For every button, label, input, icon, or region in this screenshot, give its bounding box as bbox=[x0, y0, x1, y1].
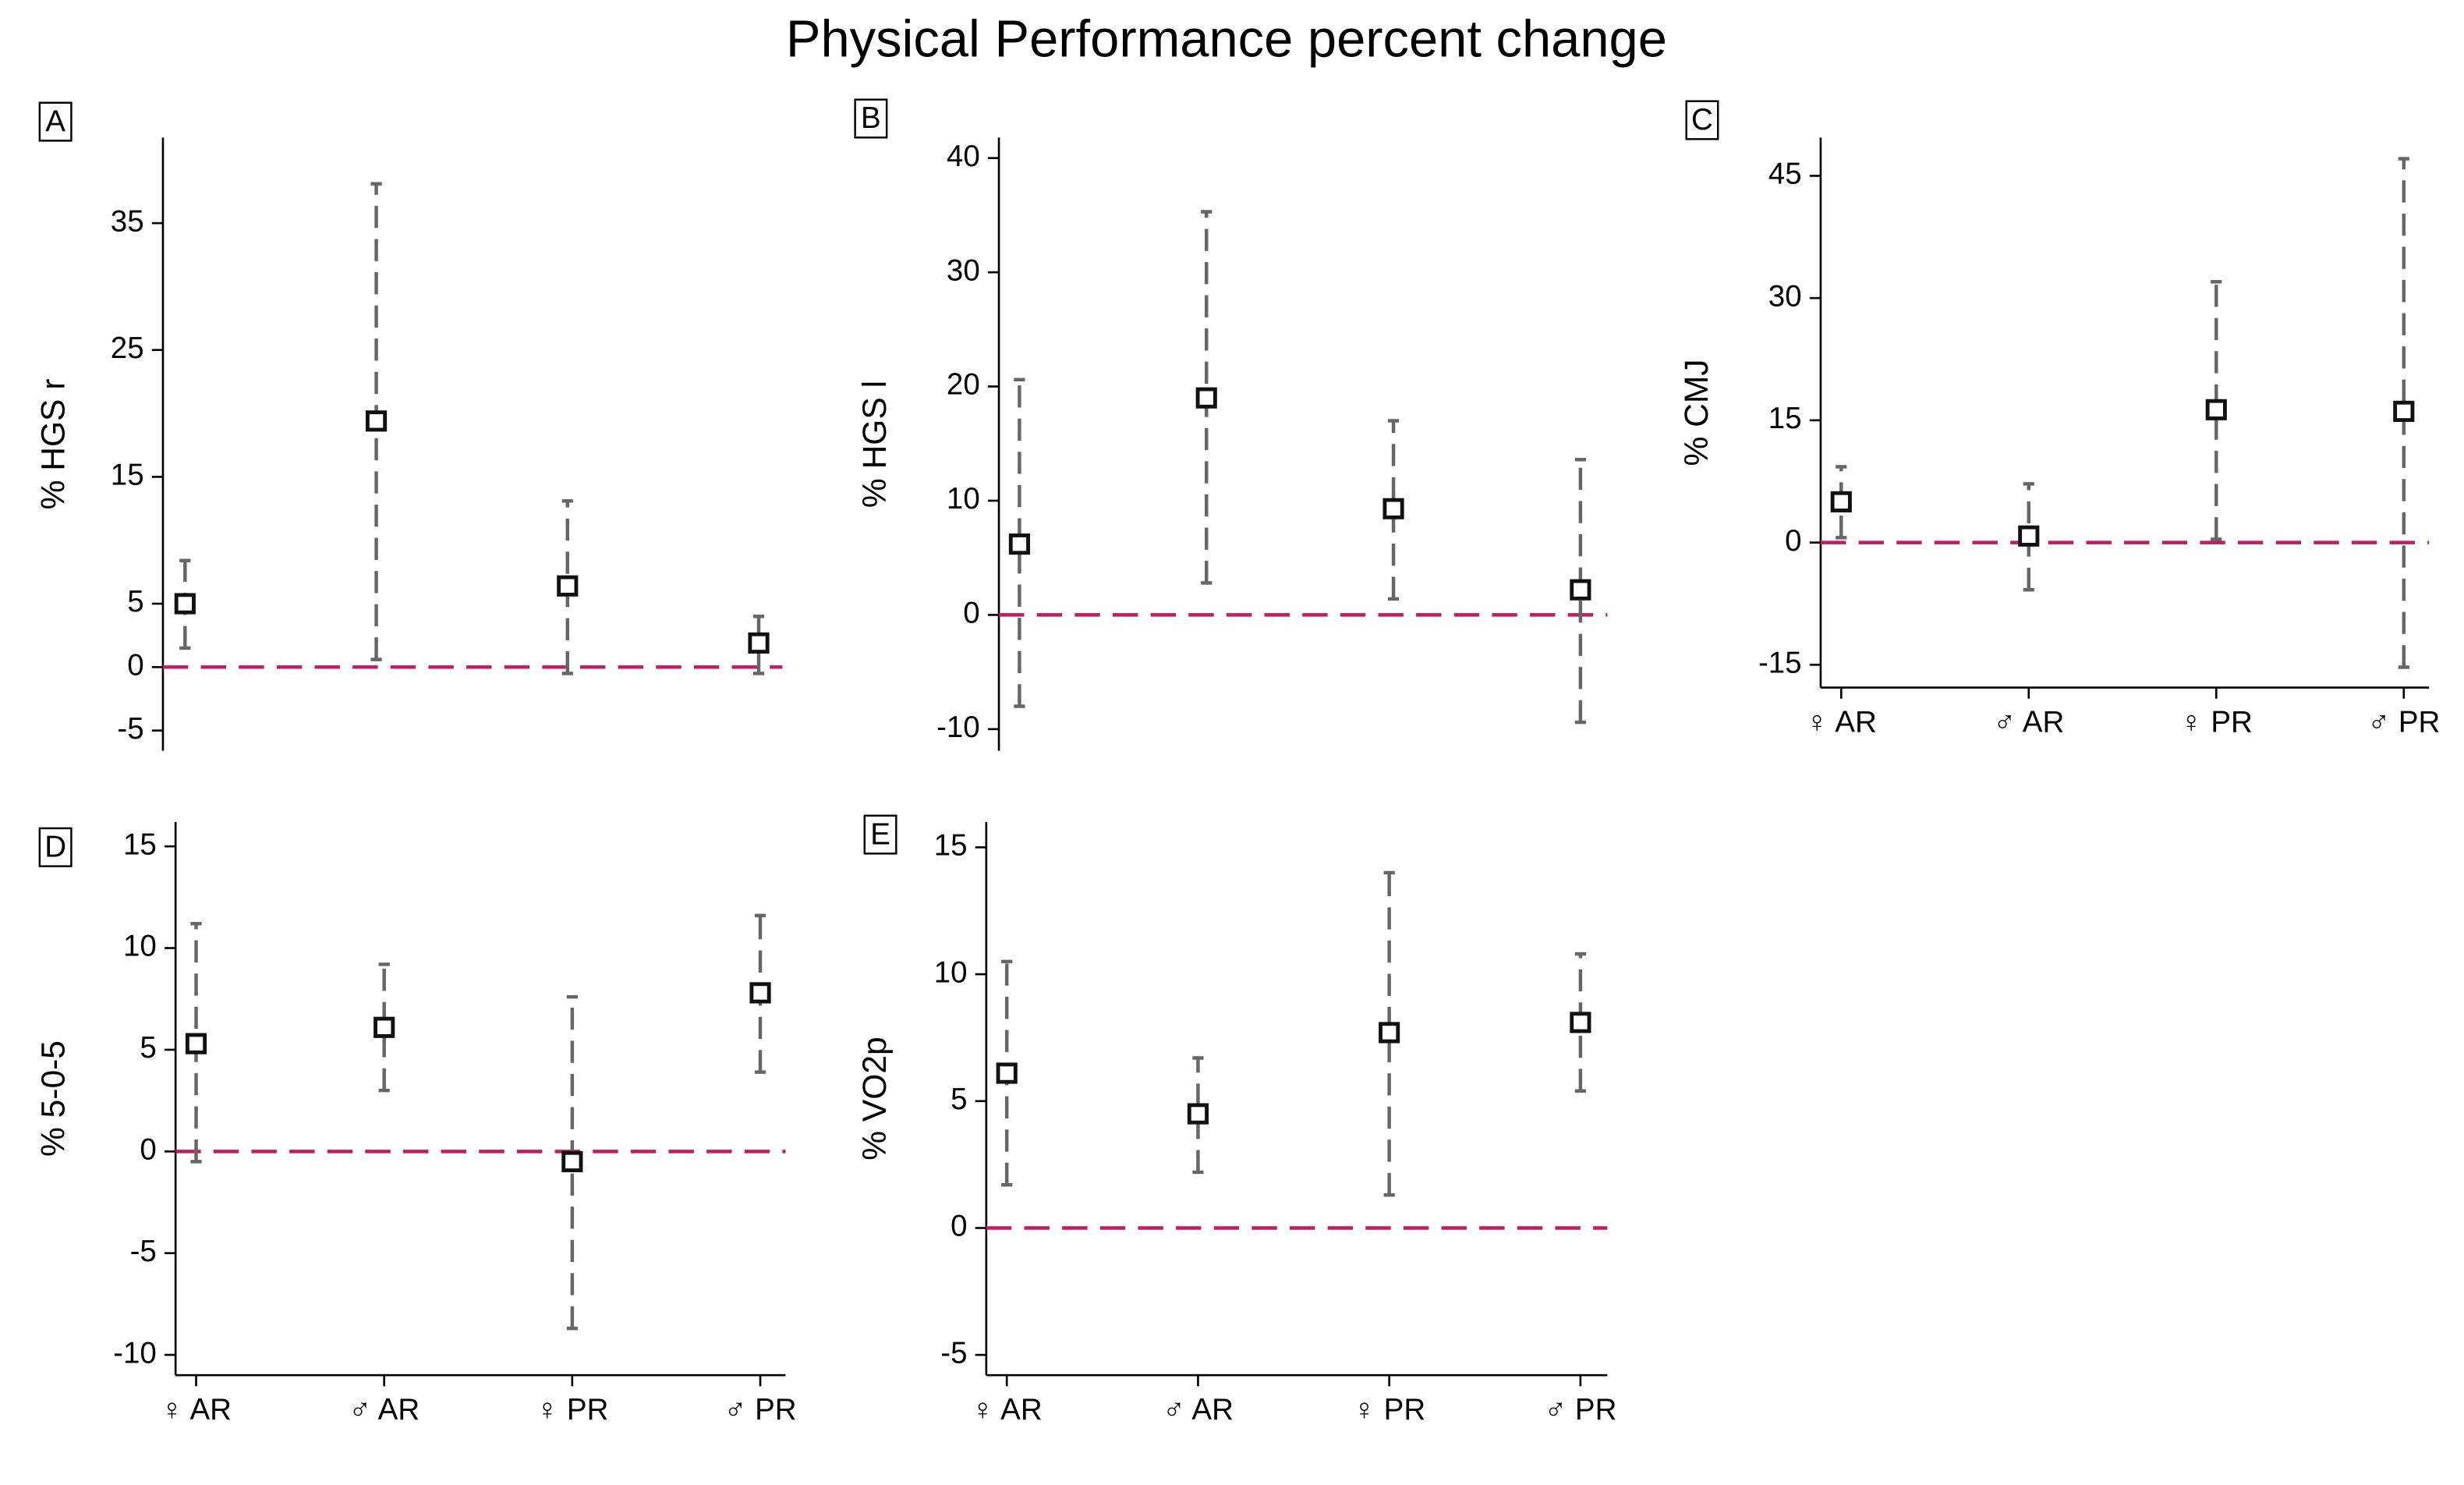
panel: D % 5-0-5 -10 -5 0 5 10 15 ♀ AR ♂ AR ♀ PR ♂ PR bbox=[34, 821, 797, 1427]
x-tick-label: ♂ PR bbox=[1544, 1393, 1616, 1427]
point-marker bbox=[557, 575, 579, 597]
point-marker bbox=[2205, 399, 2227, 420]
panel: C % CMJ -15 0 15 30 45 ♀ AR ♂ AR ♀ PR ♂ PR bbox=[1678, 100, 2440, 739]
y-tick-label: -5 bbox=[940, 1336, 967, 1370]
y-tick-label: 0 bbox=[963, 597, 979, 630]
y-tick-label: 5 bbox=[127, 585, 143, 618]
y-tick-label: 0 bbox=[127, 649, 143, 682]
x-tick-label: ♀ AR bbox=[972, 1393, 1043, 1427]
panel: A % HGS r -5 0 5 15 25 35 bbox=[34, 101, 783, 751]
y-tick-label: 15 bbox=[111, 459, 144, 492]
y-tick-label: -5 bbox=[117, 712, 143, 746]
y-tick-label: 0 bbox=[951, 1210, 967, 1243]
x-tick-label: ♂ AR bbox=[349, 1393, 420, 1427]
panel-letter: A bbox=[45, 105, 65, 138]
y-axis-label: % CMJ bbox=[1678, 359, 1715, 466]
point-marker bbox=[996, 1062, 1018, 1084]
y-tick-label: 15 bbox=[123, 828, 157, 861]
panel-letter: C bbox=[1691, 103, 1713, 136]
y-tick-label: -15 bbox=[1758, 647, 1802, 680]
y-tick-label: 30 bbox=[947, 253, 980, 287]
panel-letter-box bbox=[863, 814, 897, 855]
y-axis-label: % 5-0-5 bbox=[34, 1040, 72, 1157]
point-marker bbox=[174, 593, 196, 615]
y-tick-label: 30 bbox=[1768, 279, 1802, 313]
point-marker bbox=[1570, 579, 1591, 601]
point-marker bbox=[1570, 1012, 1591, 1033]
point-marker bbox=[373, 1016, 395, 1038]
y-tick-label: 45 bbox=[1768, 158, 1802, 191]
point-marker bbox=[1187, 1103, 1209, 1125]
point-marker bbox=[561, 1150, 583, 1172]
point-marker bbox=[2018, 525, 2040, 547]
y-tick-label: 35 bbox=[111, 204, 144, 238]
panel-letter: D bbox=[44, 830, 66, 863]
point-marker bbox=[1195, 387, 1217, 409]
panel-letter-box bbox=[38, 101, 73, 142]
y-tick-label: 0 bbox=[1785, 524, 1801, 558]
point-marker bbox=[749, 982, 771, 1004]
panel-letter-box bbox=[38, 827, 73, 867]
panel-letter-box bbox=[1685, 100, 1719, 140]
y-tick-label: -10 bbox=[936, 711, 980, 744]
y-tick-label: 10 bbox=[934, 955, 968, 989]
y-tick-label: 20 bbox=[947, 368, 980, 402]
x-tick-label: ♀ PR bbox=[2180, 705, 2253, 739]
panel-letter: B bbox=[861, 101, 881, 135]
x-tick-label: ♂ PR bbox=[2367, 705, 2440, 739]
y-tick-label: 10 bbox=[123, 930, 157, 963]
y-tick-label: -10 bbox=[113, 1336, 157, 1370]
y-tick-label: 40 bbox=[947, 140, 980, 173]
panel: B % HGS l -10 0 10 20 30 40 bbox=[854, 98, 1608, 751]
point-marker bbox=[185, 1033, 207, 1054]
point-marker bbox=[1379, 1022, 1400, 1044]
x-tick-label: ♀ PR bbox=[1353, 1393, 1425, 1427]
panel: E % VO2p -5 0 5 10 15 ♀ AR ♂ AR ♀ PR ♂ PR bbox=[856, 814, 1616, 1427]
point-marker bbox=[2393, 400, 2415, 422]
point-marker bbox=[1382, 498, 1404, 519]
x-tick-label: ♀ AR bbox=[1806, 705, 1877, 739]
y-tick-label: 5 bbox=[951, 1083, 967, 1116]
y-tick-label: 0 bbox=[140, 1133, 156, 1167]
x-tick-label: ♂ PR bbox=[724, 1393, 797, 1427]
panel-letter-box bbox=[854, 98, 888, 139]
point-marker bbox=[748, 632, 770, 654]
point-marker bbox=[1008, 533, 1030, 555]
y-tick-label: -5 bbox=[130, 1235, 157, 1268]
panel-letter: E bbox=[870, 817, 890, 851]
y-tick-label: 5 bbox=[140, 1031, 156, 1065]
point-marker bbox=[1830, 491, 1852, 512]
y-tick-label: 10 bbox=[947, 482, 980, 516]
y-axis-label: % HGS l bbox=[856, 381, 894, 508]
y-axis-label: % HGS r bbox=[34, 379, 72, 510]
x-tick-label: ♀ AR bbox=[161, 1393, 232, 1427]
x-tick-label: ♀ PR bbox=[536, 1393, 608, 1427]
y-tick-label: 15 bbox=[1768, 402, 1802, 435]
point-marker bbox=[365, 410, 388, 432]
x-tick-label: ♂ AR bbox=[1993, 705, 2064, 739]
y-tick-label: 25 bbox=[111, 331, 144, 365]
x-tick-label: ♂ AR bbox=[1163, 1393, 1234, 1427]
y-tick-label: 15 bbox=[934, 829, 968, 863]
y-axis-label: % VO2p bbox=[856, 1037, 894, 1160]
figure-title: Physical Performance percent change bbox=[786, 9, 1667, 68]
